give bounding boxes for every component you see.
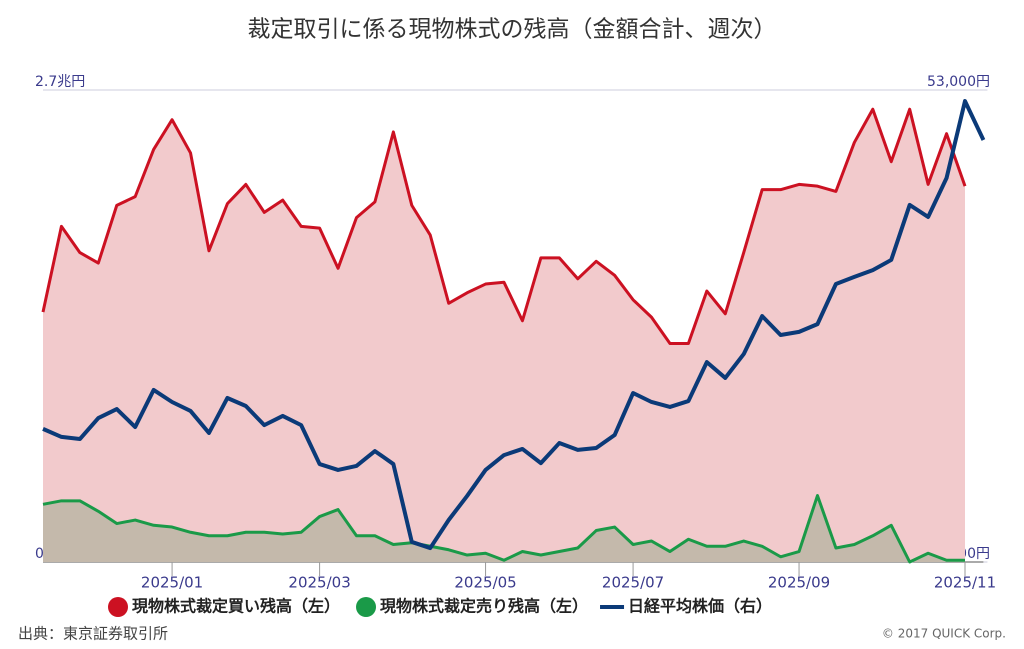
legend-swatch [356,597,377,617]
chart-title: 裁定取引に係る現物株式の残高（金額合計、週次） [248,17,777,43]
legend-label: 現物株式裁定買い残高（左） [132,597,340,616]
x-tick-label: 2025/03 [288,574,350,592]
x-tick-label: 2025/11 [934,574,996,592]
series-line [42,99,986,551]
x-tick-label: 2025/01 [141,574,203,592]
source: 出典：東京証券取引所 [18,625,168,643]
y-tick-label: 2.7兆円 [35,74,85,90]
x-tick-label: 2025/05 [454,574,516,592]
legend-swatch [108,597,128,617]
series-line [42,494,965,564]
area [43,495,965,562]
copyright: © 2017 QUICK Corp. [882,627,1006,641]
x-tick-label: 2025/09 [768,574,830,592]
series-line [41,107,967,345]
area [43,109,965,563]
legend-label: 現物株式裁定売り残高（左） [380,597,588,616]
y2-tick-label: 53,000円 [927,74,990,90]
x-tick-label: 2025/07 [602,574,664,592]
legend-label: 日経平均株価（右） [628,597,772,616]
